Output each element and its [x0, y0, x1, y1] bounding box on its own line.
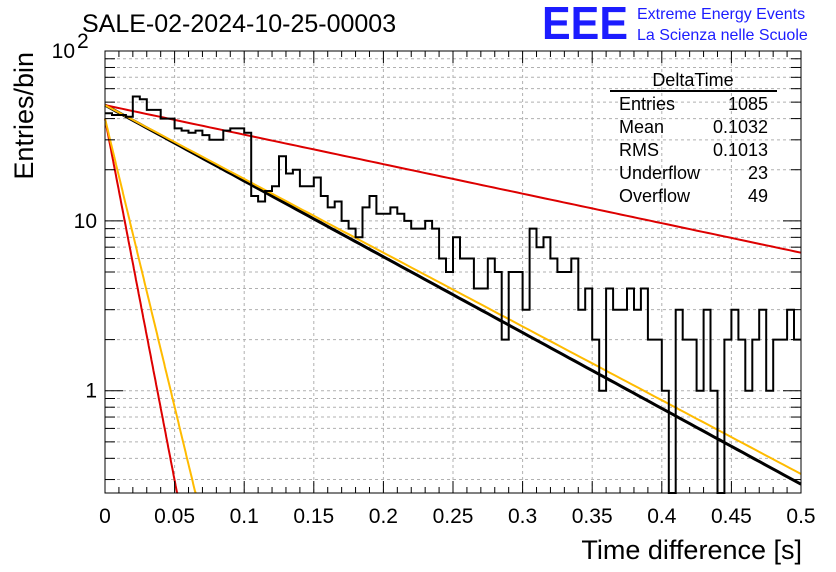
- curve-lower-slow: [104, 104, 802, 475]
- axis-ticks: [104, 51, 802, 493]
- fit-curves: [104, 103, 802, 494]
- y-tick-label: 1: [85, 380, 97, 403]
- logo-line-2: La Scienza nelle Scuole: [637, 27, 808, 44]
- x-tick-label: 0.5: [786, 505, 815, 528]
- x-tick-label: 0.35: [572, 505, 613, 528]
- x-axis-title: Time difference [s]: [581, 535, 802, 565]
- stats-value: 49: [748, 186, 768, 206]
- curve-fit: [104, 103, 802, 486]
- x-tick-label: 0.15: [293, 505, 334, 528]
- stats-value: 0.1032: [713, 117, 768, 137]
- stats-title: DeltaTime: [652, 70, 733, 90]
- stats-value: 1085: [728, 94, 768, 114]
- x-tick-label: 0.45: [711, 505, 752, 528]
- x-tick-labels: 0 0.05 0.1 0.15 0.2 0.25 0.3 0.35 0.4 0.45 0.5: [99, 505, 815, 528]
- stats-label: Entries: [619, 94, 675, 114]
- y-axis-title: Entries/bin: [9, 52, 39, 180]
- x-tick-label: 0.3: [508, 505, 537, 528]
- run-title: SALE-02-2024-10-25-00003: [82, 10, 396, 38]
- stats-label: Mean: [619, 117, 664, 137]
- stats-label: Overflow: [619, 186, 691, 206]
- y-tick-exponent: 2: [77, 30, 89, 53]
- histogram-line: [105, 95, 801, 494]
- stats-value: 23: [748, 163, 768, 183]
- x-tick-label: 0.4: [647, 505, 677, 528]
- x-tick-label: 0.2: [369, 505, 398, 528]
- logo-line-1: Extreme Energy Events: [637, 6, 805, 23]
- x-tick-label: 0.1: [230, 505, 259, 528]
- x-tick-label: 0.25: [433, 505, 474, 528]
- x-tick-label: 0.05: [154, 505, 195, 528]
- eee-logo: EEE: [542, 0, 628, 49]
- stats-label: RMS: [619, 140, 659, 160]
- y-tick-label: 10: [74, 210, 97, 233]
- stats-box: DeltaTime Entries 1085 Mean 0.1032 RMS 0…: [610, 70, 777, 206]
- stats-value: 0.1013: [713, 140, 768, 160]
- x-tick-label: 0: [99, 505, 111, 528]
- curve-yellow-fast: [104, 118, 197, 494]
- stats-label: Underflow: [619, 163, 701, 183]
- curve-red-fast: [104, 118, 179, 494]
- curve-upper-slow: [104, 104, 802, 254]
- y-tick-label: 10: [52, 40, 75, 63]
